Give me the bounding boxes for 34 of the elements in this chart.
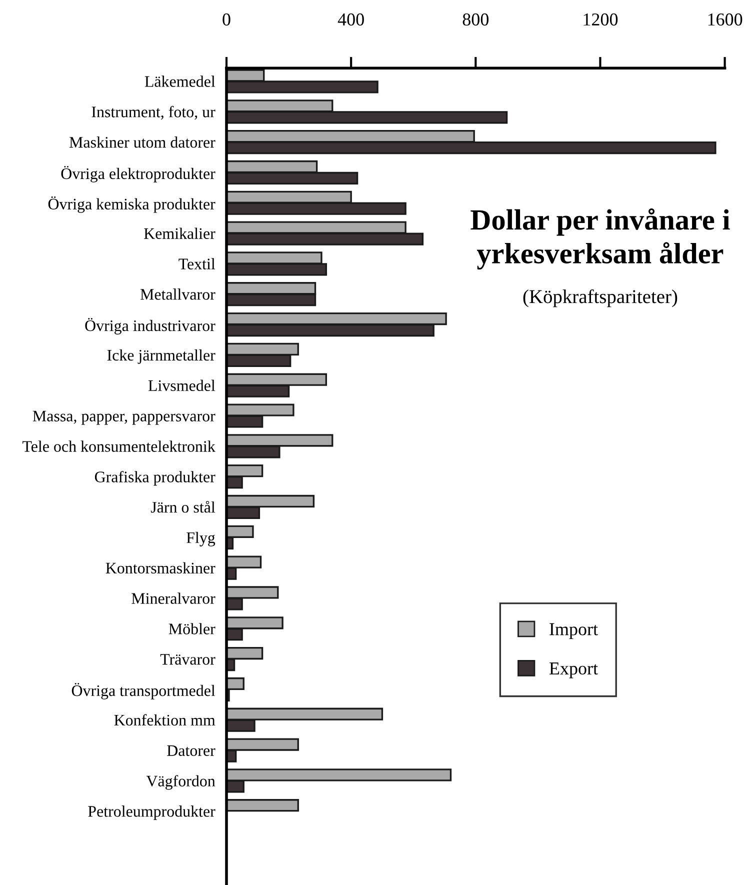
y-tick-label: Kontorsmaskiner xyxy=(106,562,216,574)
legend-label: Import xyxy=(550,623,598,639)
text: Dollar per invånare i yrkesverksam ålder xyxy=(470,208,730,270)
y-tick-label: Vägfordon xyxy=(146,775,216,790)
y-tick-label: Grafiska produkter xyxy=(94,470,216,486)
y-tick-label: Metallvaror xyxy=(140,288,216,300)
y-tick-label: Övriga kemiska produkter xyxy=(48,196,216,213)
y-tick-label: Möbler xyxy=(168,623,216,634)
x-tick-label: 0 xyxy=(222,13,230,26)
y-tick-label: Maskiner utom datorer xyxy=(69,136,216,148)
y-tick-label: Textil xyxy=(178,258,216,270)
y-tick-label: Övriga elektroprodukter xyxy=(61,166,216,182)
y-tick-label: Trävaror xyxy=(160,654,216,665)
y-tick-label: Läkemedel xyxy=(144,76,216,87)
y-tick-label: Kemikalier xyxy=(144,228,216,239)
y-tick-label: Livsmedel xyxy=(148,380,216,392)
x-tick-label: 400 xyxy=(338,13,364,26)
y-tick-label: Järn o stål xyxy=(150,500,216,513)
x-tick-label: 800 xyxy=(462,13,489,26)
x-tick-label: 1600 xyxy=(708,13,742,26)
text: (Köpkraftspariteter) xyxy=(523,289,678,308)
y-tick-label: Datorer xyxy=(167,745,216,756)
y-tick-label: Massa, papper, pappersvaror xyxy=(32,410,216,425)
legend-label: Export xyxy=(549,662,598,678)
y-tick-label: Petroleumprodukter xyxy=(88,806,216,820)
y-tick-label: Icke järnmetaller xyxy=(107,349,216,364)
y-tick-label: Övriga industrivaror xyxy=(85,318,216,334)
x-tick-label: 1200 xyxy=(584,13,618,26)
y-tick-label: Tele och konsumentelektronik xyxy=(22,440,216,452)
y-tick-label: Konfektion mm xyxy=(114,714,216,726)
y-tick-label: Instrument, foto, ur xyxy=(92,106,216,120)
y-tick-label: Övriga transportmedel xyxy=(72,682,216,700)
y-tick-label: Flyg xyxy=(186,532,216,546)
y-tick-label: Mineralvaror xyxy=(132,592,216,604)
